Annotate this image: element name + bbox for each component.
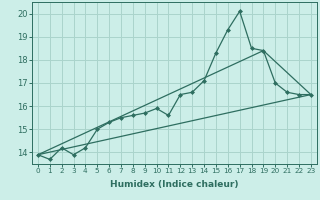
X-axis label: Humidex (Indice chaleur): Humidex (Indice chaleur) <box>110 180 239 189</box>
